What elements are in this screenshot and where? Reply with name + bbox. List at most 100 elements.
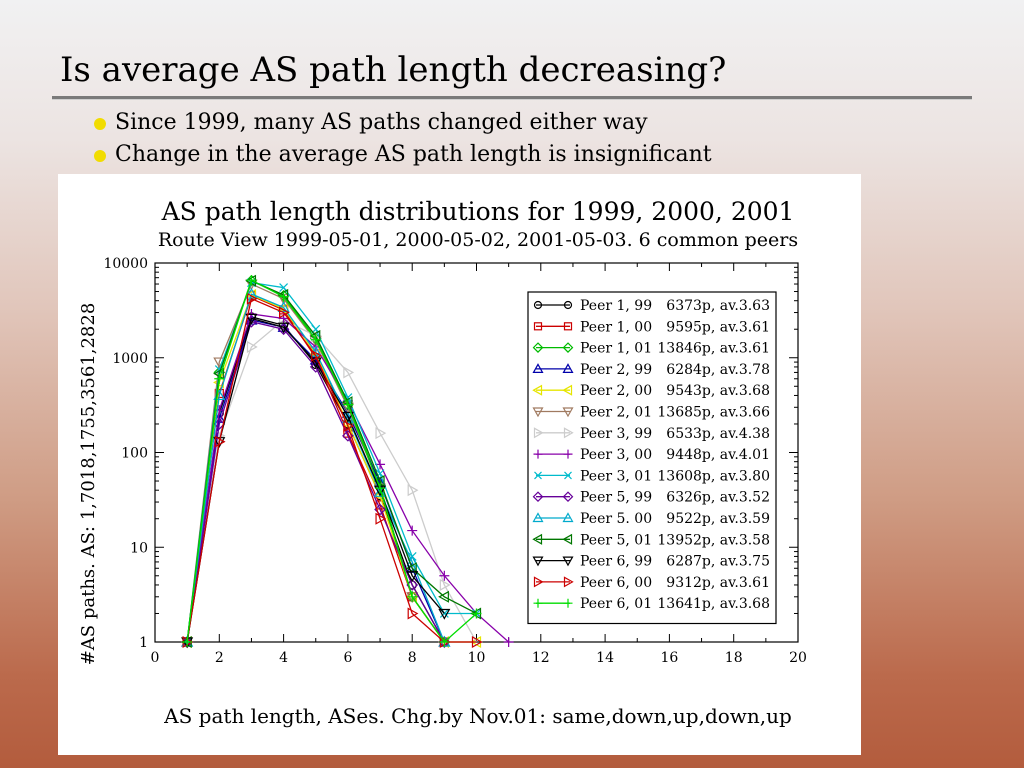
legend-info: 13641p, av.3.68 — [657, 596, 770, 612]
legend-info: 6533p, av.4.38 — [666, 426, 770, 442]
legend-label: Peer 6, 01 — [580, 596, 652, 612]
data-point — [562, 512, 574, 523]
data-point — [533, 322, 543, 331]
chart-svg: AS path length distributions for 1999, 2… — [78, 197, 807, 728]
series-line — [186, 294, 477, 643]
data-point — [471, 635, 483, 649]
legend-label: Peer 2, 00 — [580, 383, 652, 399]
data-point — [311, 349, 322, 362]
data-point — [563, 576, 574, 588]
data-point — [439, 578, 451, 591]
data-point — [309, 361, 322, 373]
y-tick-label: 10000 — [103, 256, 148, 272]
legend-info: 6284p, av.3.78 — [666, 362, 770, 378]
data-point — [277, 301, 290, 312]
bullet-dot-icon — [94, 118, 106, 130]
x-tick-label: 0 — [151, 650, 160, 666]
x-tick-label: 12 — [532, 650, 550, 666]
chart-panel: AS path length distributions for 1999, 2… — [58, 174, 861, 755]
data-point — [343, 420, 355, 433]
y-tick-label: 10 — [130, 540, 148, 556]
data-point — [562, 342, 574, 353]
data-point — [562, 491, 574, 503]
data-point — [341, 411, 354, 423]
data-point — [407, 525, 418, 536]
legend-info: 13952p, av.3.58 — [657, 532, 770, 548]
legend-info: 13846p, av.3.61 — [657, 341, 770, 357]
legend-info: 9522p, av.3.59 — [666, 511, 770, 527]
data-point — [563, 449, 573, 459]
legend-label: Peer 1, 99 — [580, 298, 652, 314]
data-point — [277, 322, 290, 334]
series-line — [186, 279, 477, 643]
data-point — [245, 315, 258, 328]
data-point — [503, 637, 514, 647]
data-point — [563, 300, 573, 310]
bullet-list: Since 1999, many AS paths changed either… — [94, 106, 712, 170]
data-point — [532, 491, 544, 503]
x-tick-label: 4 — [279, 650, 288, 666]
data-point — [375, 512, 387, 525]
data-point — [213, 437, 226, 448]
data-point — [406, 571, 419, 583]
legend-label: Peer 5. 00 — [580, 511, 652, 527]
series-line — [186, 317, 445, 643]
y-tick-label: 100 — [121, 446, 148, 462]
bullet-text: Since 1999, many AS paths changed either… — [115, 109, 648, 135]
data-point — [439, 570, 450, 581]
data-point — [532, 533, 543, 545]
data-point — [277, 323, 290, 336]
data-point — [407, 607, 419, 620]
chart-title: AS path length distributions for 1999, 2… — [161, 197, 795, 226]
series-layer — [180, 274, 514, 649]
data-point — [532, 407, 544, 418]
series-group — [181, 274, 451, 648]
legend-info: 9312p, av.3.61 — [666, 575, 770, 591]
data-point — [533, 300, 543, 310]
data-point — [563, 427, 574, 439]
data-point — [563, 598, 573, 608]
y-tick-label: 1 — [139, 635, 148, 651]
data-point — [279, 306, 290, 319]
data-point — [342, 399, 353, 410]
legend-label: Peer 5, 01 — [580, 532, 652, 548]
x-tick-label: 18 — [725, 650, 743, 666]
data-point — [182, 637, 193, 647]
data-point — [532, 512, 544, 523]
series-group — [182, 275, 482, 647]
legend-label: Peer 5, 99 — [580, 490, 652, 506]
bullet-dot-icon — [94, 150, 106, 162]
series-line — [186, 297, 477, 643]
legend-label: Peer 1, 01 — [580, 341, 652, 357]
legend-info: 13608p, av.3.80 — [657, 468, 770, 484]
x-tick-label: 16 — [660, 650, 678, 666]
data-point — [405, 562, 417, 575]
legend-label: Peer 2, 99 — [580, 362, 652, 378]
legend-label: Peer 2, 01 — [580, 405, 652, 421]
data-point — [471, 608, 482, 619]
bullet-item: Change in the average AS path length is … — [94, 138, 712, 170]
data-point — [532, 363, 544, 373]
data-point — [533, 449, 543, 459]
legend-label: Peer 6, 00 — [580, 575, 652, 591]
data-point — [246, 275, 257, 286]
legend-info: 9595p, av.3.61 — [666, 319, 770, 335]
data-point — [562, 384, 573, 396]
legend-label: Peer 3, 99 — [580, 426, 652, 442]
data-point — [562, 363, 574, 373]
legend-info: 13685p, av.3.66 — [657, 405, 770, 421]
data-point — [343, 366, 355, 379]
series-group — [182, 278, 481, 647]
data-point — [534, 471, 542, 480]
x-tick-label: 6 — [343, 650, 352, 666]
data-point — [562, 407, 574, 418]
legend-info: 6287p, av.3.75 — [666, 554, 770, 570]
x-tick-label: 14 — [596, 650, 614, 666]
series-line — [186, 281, 477, 643]
data-point — [246, 340, 258, 353]
series-group — [182, 308, 514, 647]
chart-subtitle: Route View 1999-05-01, 2000-05-02, 2001-… — [158, 229, 798, 251]
data-point — [532, 384, 543, 396]
x-tick-label: 8 — [408, 650, 417, 666]
x-tick-label: 10 — [468, 650, 486, 666]
